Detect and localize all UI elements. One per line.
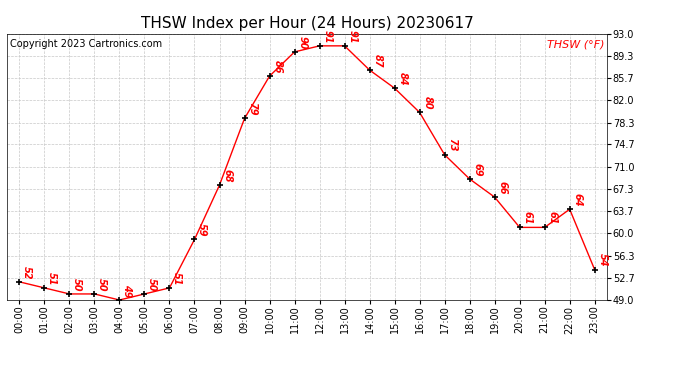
Text: 87: 87 — [373, 54, 382, 67]
Text: 90: 90 — [297, 36, 307, 49]
Text: 50: 50 — [72, 278, 82, 291]
Text: 79: 79 — [247, 102, 257, 116]
Text: 61: 61 — [522, 211, 533, 225]
Text: 59: 59 — [197, 223, 207, 237]
Text: 66: 66 — [497, 181, 507, 194]
Text: THSW (°F): THSW (°F) — [546, 39, 604, 49]
Text: 49: 49 — [122, 284, 132, 297]
Text: 51: 51 — [172, 272, 182, 285]
Title: THSW Index per Hour (24 Hours) 20230617: THSW Index per Hour (24 Hours) 20230617 — [141, 16, 473, 31]
Text: 51: 51 — [47, 272, 57, 285]
Text: 64: 64 — [573, 193, 582, 207]
Text: 69: 69 — [473, 163, 482, 176]
Text: 80: 80 — [422, 96, 433, 109]
Text: 61: 61 — [547, 211, 558, 225]
Text: 86: 86 — [273, 60, 282, 74]
Text: Copyright 2023 Cartronics.com: Copyright 2023 Cartronics.com — [10, 39, 162, 49]
Text: 91: 91 — [322, 30, 333, 43]
Text: 84: 84 — [397, 72, 407, 86]
Text: 68: 68 — [222, 169, 233, 182]
Text: 91: 91 — [347, 30, 357, 43]
Text: 52: 52 — [22, 266, 32, 279]
Text: 50: 50 — [97, 278, 107, 291]
Text: 54: 54 — [598, 254, 607, 267]
Text: 50: 50 — [147, 278, 157, 291]
Text: 73: 73 — [447, 138, 457, 152]
